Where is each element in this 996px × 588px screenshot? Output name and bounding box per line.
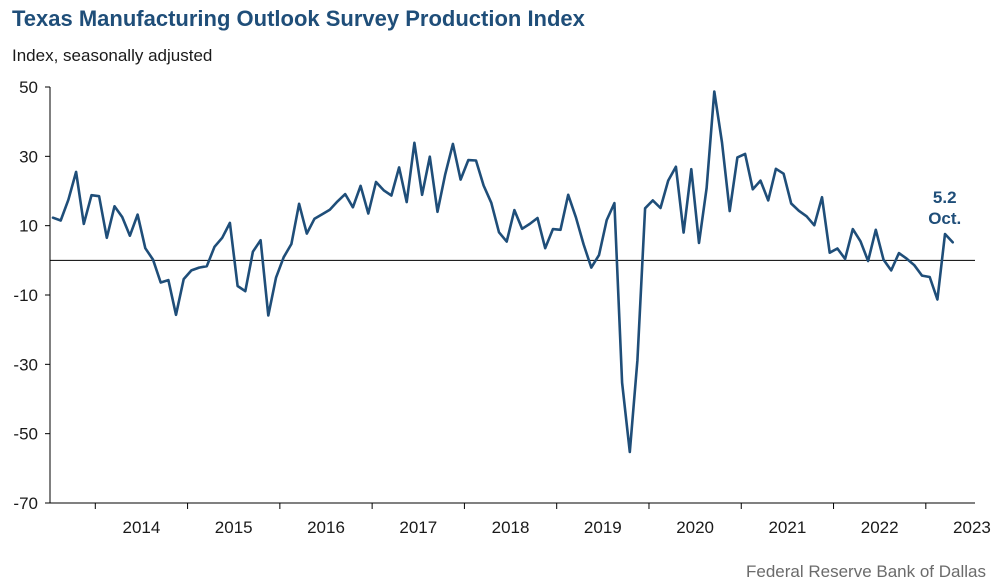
x-tick-label: 2020 (676, 518, 714, 537)
x-tick-label: 2014 (123, 518, 161, 537)
x-tick-label: 2023 (953, 518, 991, 537)
x-tick-label: 2019 (584, 518, 622, 537)
x-tick-label: 2018 (492, 518, 530, 537)
x-tick-label: 2021 (768, 518, 806, 537)
latest-value-label: 5.2 (933, 188, 957, 207)
y-tick-label: 10 (19, 217, 38, 236)
y-tick-label: -30 (13, 355, 38, 374)
x-tick-label: 2016 (307, 518, 345, 537)
x-tick-label: 2022 (861, 518, 899, 537)
chart-subtitle: Index, seasonally adjusted (12, 46, 213, 65)
production-index-line (51, 90, 955, 454)
y-tick-label: -50 (13, 425, 38, 444)
latest-month-label: Oct. (928, 209, 961, 228)
source-credit: Federal Reserve Bank of Dallas (745, 562, 986, 581)
y-tick-label: 30 (19, 147, 38, 166)
chart-title: Texas Manufacturing Outlook Survey Produ… (12, 6, 585, 31)
y-tick-label: -70 (13, 494, 38, 513)
y-tick-label: 50 (19, 78, 38, 97)
x-tick-label: 2017 (399, 518, 437, 537)
y-tick-label: -10 (13, 286, 38, 305)
x-tick-label: 2015 (215, 518, 253, 537)
